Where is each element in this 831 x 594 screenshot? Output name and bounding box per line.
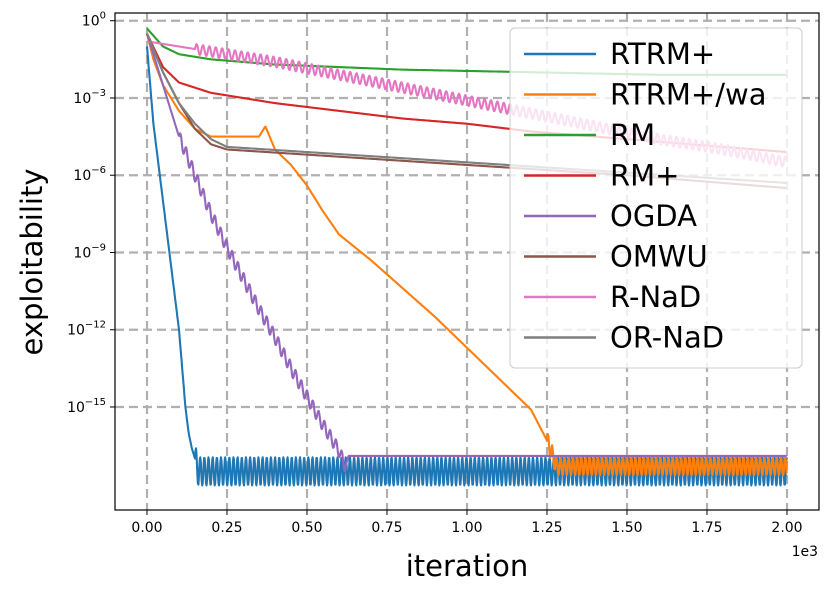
legend-label-rtrm-wa: RTRM+/wa — [610, 78, 766, 112]
y-tick-exponent: 0 — [100, 11, 106, 22]
x-axis-title: iteration — [406, 549, 529, 583]
y-tick-base: 10 — [67, 323, 85, 339]
y-tick-label: 10−6 — [73, 165, 106, 184]
y-tick-exponent: −9 — [91, 242, 106, 253]
legend-box — [509, 27, 803, 369]
legend-label-rtrm: RTRM+ — [610, 37, 715, 71]
y-tick-base: 10 — [73, 91, 91, 107]
legend-label-ogda: OGDA — [610, 199, 697, 233]
x-tick-label: 2.00 — [771, 520, 802, 536]
y-axis-title: exploitability — [15, 168, 49, 355]
y-tick-label: 100 — [82, 11, 106, 30]
y-tick-label: 10−12 — [67, 320, 106, 339]
y-tick-exponent: −12 — [85, 320, 106, 331]
x-tick-label: 1.00 — [451, 520, 482, 536]
series-line-rtrm-wa — [145, 33, 788, 477]
legend-label-rm: RM+ — [610, 159, 679, 193]
series-lines — [145, 27, 788, 487]
x-tick-label: 0.50 — [291, 520, 322, 536]
y-tick-label: 10−15 — [67, 397, 106, 416]
y-tick-exponent: −15 — [85, 397, 106, 408]
x-tick-label: 1.75 — [691, 520, 722, 536]
y-tick-base: 10 — [73, 168, 91, 184]
y-tick-exponent: −3 — [91, 88, 106, 99]
x-offset-label: 1e3 — [792, 544, 818, 560]
x-tick-label: 1.50 — [611, 520, 642, 536]
y-tick-label: 10−3 — [73, 88, 106, 107]
x-tick-label: 0.75 — [371, 520, 402, 536]
legend: RTRM+ RTRM+/wa RM RM+ OGDA OMWU R-NaD OR-NaD — [509, 27, 803, 369]
series-line-ogda — [146, 33, 788, 473]
y-tick-base: 10 — [67, 400, 85, 416]
series-line-rtrm — [145, 46, 788, 487]
legend-label-omwu: OMWU — [610, 240, 708, 274]
y-tick-exponent: −6 — [91, 165, 106, 176]
y-tick-base: 10 — [73, 245, 91, 261]
x-tick-label: 0.25 — [211, 520, 242, 536]
legend-label-or-nad: OR-NaD — [610, 321, 724, 355]
y-tick-label: 10−9 — [73, 242, 106, 261]
legend-label-r-nad: R-NaD — [610, 280, 701, 314]
legend-label-rm: RM — [610, 118, 655, 152]
x-tick-label: 0.00 — [131, 520, 162, 536]
x-tick-label: 1.25 — [531, 520, 562, 536]
x-axis-ticks: 0.00 0.25 0.50 0.75 1.00 1.25 1.50 1.75 2.00 — [131, 510, 803, 536]
y-tick-base: 10 — [82, 14, 100, 30]
